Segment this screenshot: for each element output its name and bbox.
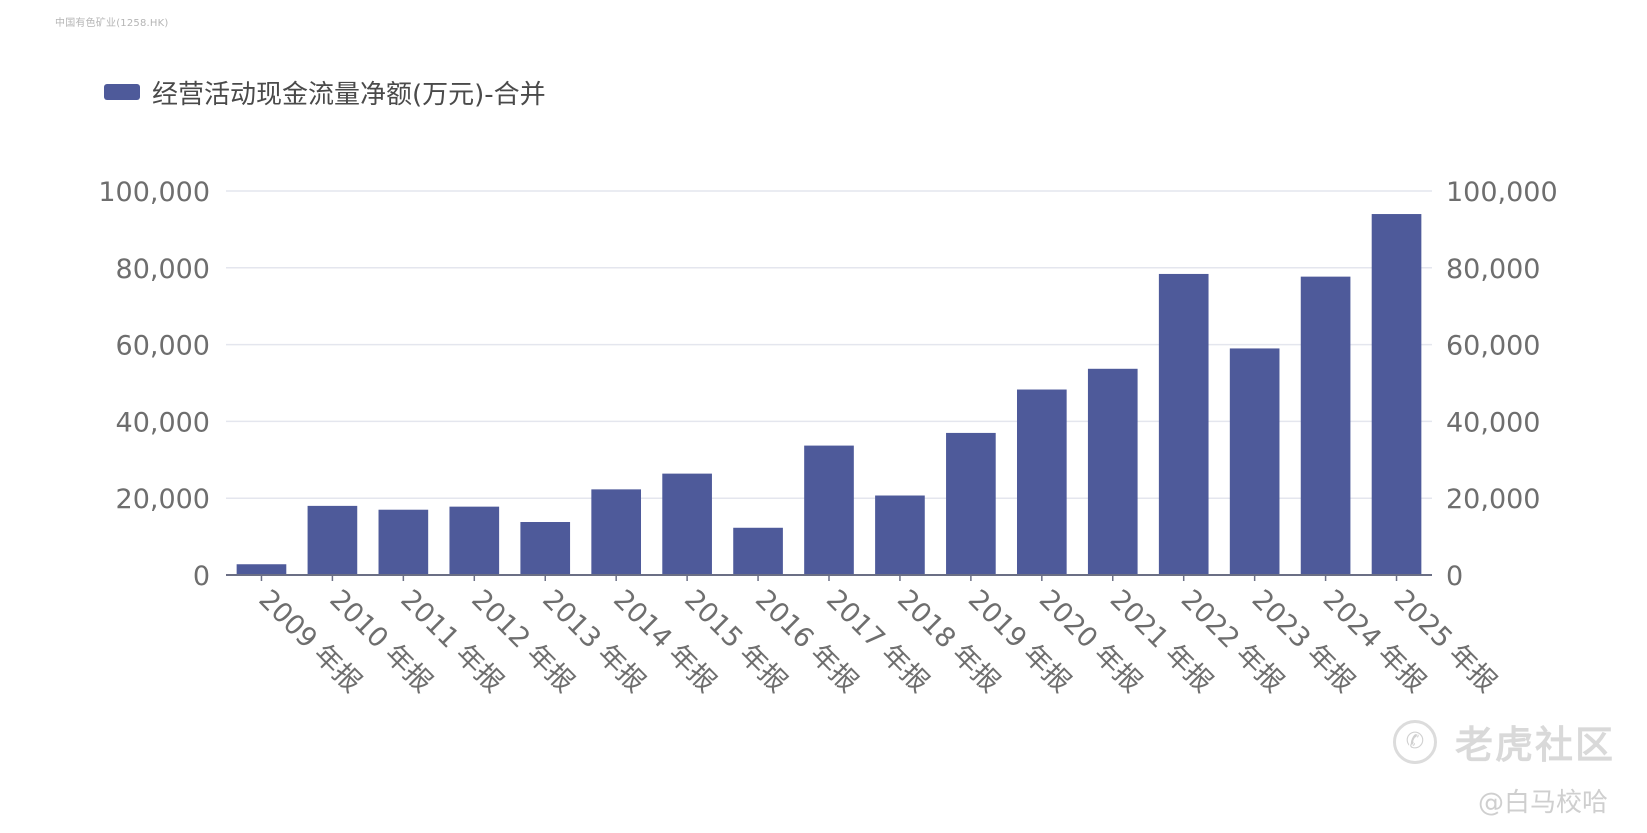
y-tick-label-right: 0 — [1446, 561, 1463, 592]
bar-2025-年报[interactable] — [1371, 214, 1422, 576]
bar-2014-年报[interactable] — [591, 489, 642, 575]
author-tag: @白马校哈 — [1478, 788, 1609, 818]
bar-2011-年报[interactable] — [378, 509, 429, 575]
bar-2019-年报[interactable] — [946, 432, 996, 575]
legend[interactable]: 经营活动现金流量净额(万元)-合并 — [104, 72, 546, 112]
tiger-community-logo-icon: ✆ — [1393, 719, 1437, 764]
y-tick-label-left: 80,000 — [116, 254, 210, 285]
bar-2015-年报[interactable] — [662, 473, 712, 575]
bar-2017-年报[interactable] — [804, 445, 854, 575]
y-tick-label-left: 0 — [193, 561, 210, 592]
bar-2023-年报[interactable] — [1229, 348, 1280, 575]
bar-2016-年报[interactable] — [733, 527, 783, 575]
bar-2012-年报[interactable] — [449, 506, 500, 575]
y-tick-label-right: 80,000 — [1446, 254, 1540, 285]
y-tick-label-right: 40,000 — [1446, 407, 1540, 438]
bar-2018-年报[interactable] — [875, 495, 925, 575]
bar-2013-年报[interactable] — [520, 522, 571, 575]
y-tick-label-left: 60,000 — [116, 331, 210, 362]
y-tick-label-left: 20,000 — [116, 484, 210, 515]
bar-2010-年报[interactable] — [307, 505, 358, 575]
bar-2020-年报[interactable] — [1016, 389, 1067, 575]
y-axis-left: 0 20,000 40,000 60,000 80,000 100,000 — [98, 177, 210, 592]
source-label: 中国有色矿业(1258.HK) — [55, 18, 169, 29]
bar-2021-年报[interactable] — [1087, 368, 1138, 575]
legend-swatch — [104, 84, 140, 100]
bar-2009-年报[interactable] — [236, 564, 287, 575]
watermark: ✆ 老虎社区 — [1393, 714, 1615, 769]
bar-2024-年报[interactable] — [1300, 276, 1351, 575]
y-axis-right: 0 20,000 40,000 60,000 80,000 100,000 — [1446, 177, 1558, 592]
legend-label: 经营活动现金流量净额(万元)-合并 — [152, 79, 546, 110]
y-tick-label-left: 100,000 — [98, 177, 210, 208]
y-tick-label-right: 100,000 — [1446, 177, 1558, 208]
y-tick-label-right: 60,000 — [1446, 331, 1540, 362]
bar-2022-年报[interactable] — [1158, 273, 1209, 575]
y-tick-label-right: 20,000 — [1446, 484, 1540, 515]
watermark-text: 老虎社区 — [1455, 723, 1616, 767]
bars — [236, 214, 1422, 576]
y-tick-label-left: 40,000 — [116, 407, 210, 438]
